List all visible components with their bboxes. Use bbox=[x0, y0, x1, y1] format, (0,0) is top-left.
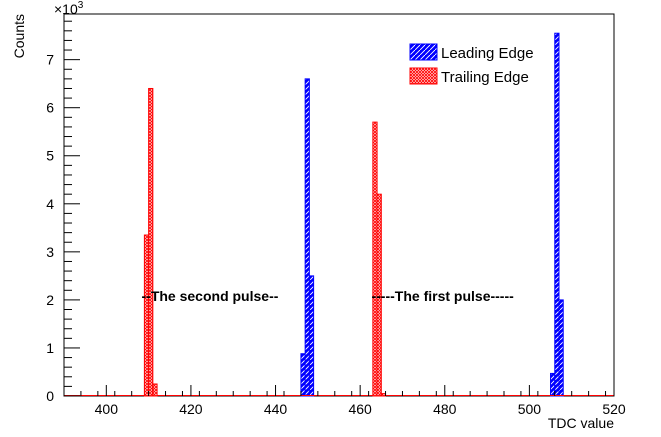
bar-leading-edge bbox=[558, 299, 564, 397]
bar-trailing-edge bbox=[376, 193, 382, 397]
y-tick-label: 6 bbox=[46, 100, 54, 116]
y-tick-label: 5 bbox=[46, 148, 54, 164]
annotations-group: --The second pulse-- -----The first pulse… bbox=[142, 288, 515, 304]
bar-leading-edge bbox=[300, 353, 306, 397]
x-tick-label: 520 bbox=[602, 401, 626, 417]
legend: Leading Edge Trailing Edge bbox=[409, 43, 534, 86]
bar-leading-edge bbox=[304, 78, 310, 397]
bar-trailing-edge bbox=[372, 121, 378, 397]
bar-trailing-edge bbox=[148, 87, 154, 397]
x-tick-label: 480 bbox=[433, 401, 457, 417]
x-tick-label: 400 bbox=[95, 401, 119, 417]
plot-frame bbox=[63, 13, 615, 397]
x-tick-label: 440 bbox=[264, 401, 288, 417]
pulse-annotation: -----The first pulse----- bbox=[371, 288, 514, 304]
x-tick-label: 460 bbox=[348, 401, 372, 417]
y-tick-label: 4 bbox=[46, 196, 54, 212]
bars-group bbox=[64, 32, 614, 397]
x-tick-label: 500 bbox=[518, 401, 542, 417]
y-tick-label: 1 bbox=[46, 340, 54, 356]
bar-trailing-edge bbox=[143, 234, 150, 397]
legend-swatch-leading-edge bbox=[409, 43, 438, 61]
x-tick-label: 420 bbox=[179, 401, 203, 417]
axes-group: 400 420 440 460 480 500 520 0 1 2 3 4 5 6 7 bbox=[46, 20, 626, 417]
bar-leading-edge bbox=[550, 372, 556, 397]
legend-label-leading-edge: Leading Edge bbox=[441, 45, 534, 62]
pulse-annotation: --The second pulse-- bbox=[142, 288, 279, 304]
y-axis-title: Counts bbox=[11, 14, 27, 58]
y-axis-multiplier: ×103 bbox=[54, 0, 84, 17]
bar-trailing-edge bbox=[380, 393, 387, 397]
bar-leading-edge bbox=[554, 32, 560, 397]
legend-swatch-trailing-edge bbox=[409, 67, 438, 85]
y-tick-label: 7 bbox=[46, 52, 54, 68]
y-tick-label: 3 bbox=[46, 244, 54, 260]
bar-trailing-edge bbox=[152, 383, 158, 397]
x-axis-title: TDC value bbox=[548, 415, 614, 431]
y-tick-label: 0 bbox=[46, 388, 54, 404]
legend-label-trailing-edge: Trailing Edge bbox=[441, 69, 529, 86]
y-tick-label: 2 bbox=[46, 292, 54, 308]
bar-leading-edge bbox=[308, 275, 315, 397]
